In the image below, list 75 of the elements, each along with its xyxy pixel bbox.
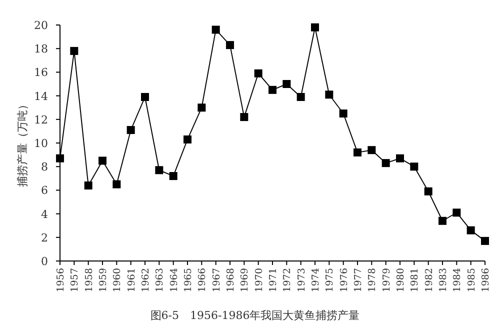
x-tick-label: 1981	[410, 268, 421, 292]
x-tick-label: 1975	[324, 268, 336, 292]
x-tick-label: 1980	[396, 268, 406, 292]
x-tick-label: 1965	[183, 268, 194, 292]
x-tick-label: 1964	[168, 268, 180, 292]
x-tick-label: 1979	[381, 268, 392, 292]
point	[424, 187, 432, 196]
point	[354, 148, 362, 156]
point	[382, 159, 390, 168]
x-tick-label: 1976	[338, 268, 350, 292]
x-tick-label: 1977	[353, 268, 364, 292]
point	[311, 23, 319, 32]
x-tick-label: 1972	[282, 268, 294, 292]
point	[126, 126, 135, 134]
y-tick-label: 2	[41, 231, 48, 244]
x-tick-label: 1969	[240, 268, 251, 292]
text: 图6-5 1956-1986年我国大黄鱼捕捞产量	[150, 309, 360, 322]
point	[282, 80, 291, 88]
y-tick-label: 10	[34, 137, 48, 150]
x-tick-label: 1962	[140, 268, 152, 292]
x-tick-label: 1985	[466, 268, 478, 292]
point	[396, 154, 404, 162]
point	[155, 166, 164, 174]
x-tick-label: 1958	[84, 268, 95, 292]
x-tick-label: 1963	[154, 268, 166, 292]
x-tick-label: 1974	[310, 268, 322, 292]
point	[212, 26, 220, 34]
point	[481, 236, 489, 245]
point	[254, 69, 262, 78]
point	[368, 146, 376, 154]
point	[268, 86, 276, 94]
x-tick-label: 1968	[226, 268, 236, 292]
y-tick-label: 4	[41, 208, 48, 221]
point	[169, 172, 178, 180]
y-axis-title: 捕捞产量（万吨）	[16, 99, 29, 187]
point	[56, 154, 64, 162]
x-tick-label: 1967	[211, 268, 222, 292]
x-tick-label: 1986	[480, 268, 492, 292]
point	[112, 180, 121, 188]
x-tick-label: 1983	[438, 268, 449, 292]
y-tick-label: 16	[34, 66, 48, 80]
point	[198, 104, 206, 112]
point	[84, 181, 92, 190]
x-tick-label: 1970	[254, 268, 265, 292]
y-tick-label: 20	[34, 19, 48, 32]
point	[466, 226, 475, 234]
x-tick-label: 1978	[367, 268, 378, 292]
point	[296, 92, 305, 101]
point	[70, 46, 78, 55]
x-tick-label: 1957	[70, 268, 81, 292]
point	[240, 113, 248, 122]
y-tick-label: 14	[34, 90, 48, 103]
x-tick-label: 1984	[452, 268, 464, 292]
y-tick-label: 8	[41, 160, 48, 174]
x-tick-label: 1966	[197, 268, 208, 292]
x-tick-label: 1959	[98, 268, 109, 292]
point	[410, 162, 418, 171]
point	[339, 110, 348, 118]
x-tick-label: 1960	[112, 268, 124, 292]
point	[226, 41, 234, 50]
point	[141, 92, 149, 101]
y-tick-label: 12	[34, 113, 48, 126]
x-tick-label: 1956	[56, 268, 66, 292]
y-tick-label: 18	[34, 42, 48, 56]
y-tick-label: 0	[41, 255, 48, 268]
x-tick-label: 1971	[268, 268, 279, 292]
point	[438, 216, 446, 225]
point	[452, 208, 461, 217]
x-tick-label: 1961	[126, 268, 138, 292]
point	[184, 135, 192, 144]
point	[98, 156, 106, 165]
x-tick-label: 1982	[424, 268, 435, 292]
x-tick-label: 1973	[296, 268, 308, 292]
y-tick-label: 6	[41, 184, 48, 198]
point	[325, 90, 334, 99]
